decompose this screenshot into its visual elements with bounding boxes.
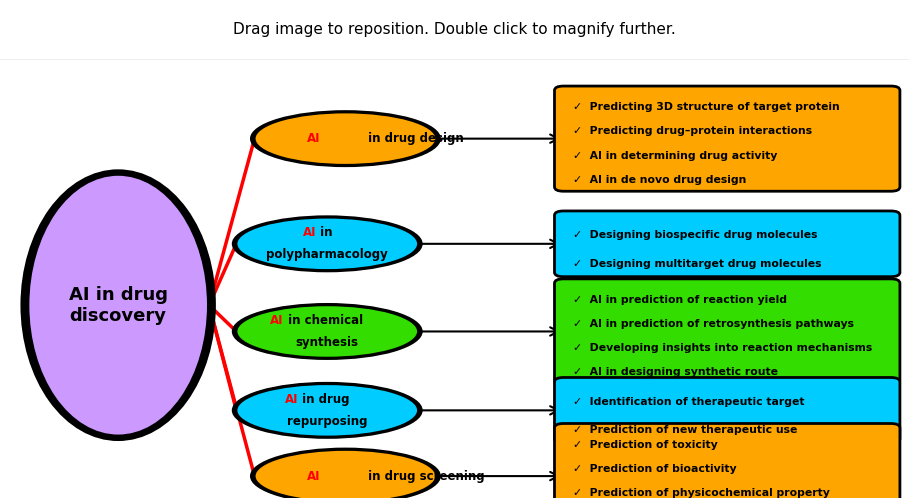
Text: ✓  Identification of therapeutic target: ✓ Identification of therapeutic target: [573, 397, 804, 407]
Ellipse shape: [250, 448, 441, 498]
Ellipse shape: [236, 305, 418, 358]
Text: in chemical: in chemical: [284, 314, 363, 327]
Text: ✓  Designing multitarget drug molecules: ✓ Designing multitarget drug molecules: [573, 259, 821, 269]
Text: in drug: in drug: [298, 393, 350, 406]
Text: ✓  Developing insights into reaction mechanisms: ✓ Developing insights into reaction mech…: [573, 343, 872, 354]
Text: ✓  Prediction of physicochemical property: ✓ Prediction of physicochemical property: [573, 488, 830, 498]
Text: in drug screening: in drug screening: [364, 470, 484, 483]
FancyBboxPatch shape: [554, 279, 900, 384]
FancyBboxPatch shape: [554, 423, 900, 498]
Text: AI in drug
discovery: AI in drug discovery: [69, 286, 167, 325]
Text: ✓  AI in determining drug activity: ✓ AI in determining drug activity: [573, 150, 777, 160]
Text: ✓  AI in de novo drug design: ✓ AI in de novo drug design: [573, 175, 746, 185]
Text: ✓  AI in prediction of reaction yield: ✓ AI in prediction of reaction yield: [573, 295, 786, 305]
Text: in drug design: in drug design: [364, 132, 464, 145]
Ellipse shape: [232, 215, 423, 272]
Ellipse shape: [20, 169, 216, 441]
Text: ✓  AI in designing synthetic route: ✓ AI in designing synthetic route: [573, 368, 778, 377]
Text: ✓  Prediction of bioactivity: ✓ Prediction of bioactivity: [573, 464, 736, 474]
Text: in: in: [316, 227, 333, 240]
Text: ✓  Designing biospecific drug molecules: ✓ Designing biospecific drug molecules: [573, 230, 817, 240]
Text: AI: AI: [270, 314, 284, 327]
Ellipse shape: [236, 384, 418, 437]
Text: AI: AI: [307, 132, 320, 145]
Text: AI: AI: [307, 470, 320, 483]
Text: AI: AI: [303, 227, 316, 240]
Text: ✓  Predicting drug–protein interactions: ✓ Predicting drug–protein interactions: [573, 126, 812, 136]
FancyBboxPatch shape: [554, 377, 900, 443]
Text: ✓  Predicting 3D structure of target protein: ✓ Predicting 3D structure of target prot…: [573, 102, 839, 113]
Text: ✓  Prediction of toxicity: ✓ Prediction of toxicity: [573, 440, 717, 450]
Ellipse shape: [27, 174, 209, 437]
Text: Drag image to reposition. Double click to magnify further.: Drag image to reposition. Double click t…: [233, 22, 676, 37]
Ellipse shape: [250, 110, 441, 167]
Text: repurposing: repurposing: [287, 415, 367, 428]
FancyBboxPatch shape: [554, 211, 900, 277]
Ellipse shape: [232, 382, 423, 439]
Ellipse shape: [236, 218, 418, 270]
FancyBboxPatch shape: [554, 86, 900, 191]
Ellipse shape: [232, 303, 423, 360]
Text: AI: AI: [285, 393, 298, 406]
Ellipse shape: [255, 113, 436, 165]
Text: ✓  Prediction of new therapeutic use: ✓ Prediction of new therapeutic use: [573, 425, 797, 435]
Text: polypharmacology: polypharmacology: [266, 249, 388, 261]
Ellipse shape: [255, 450, 436, 498]
Text: ✓  AI in prediction of retrosynthesis pathways: ✓ AI in prediction of retrosynthesis pat…: [573, 319, 854, 329]
Text: synthesis: synthesis: [295, 336, 359, 349]
